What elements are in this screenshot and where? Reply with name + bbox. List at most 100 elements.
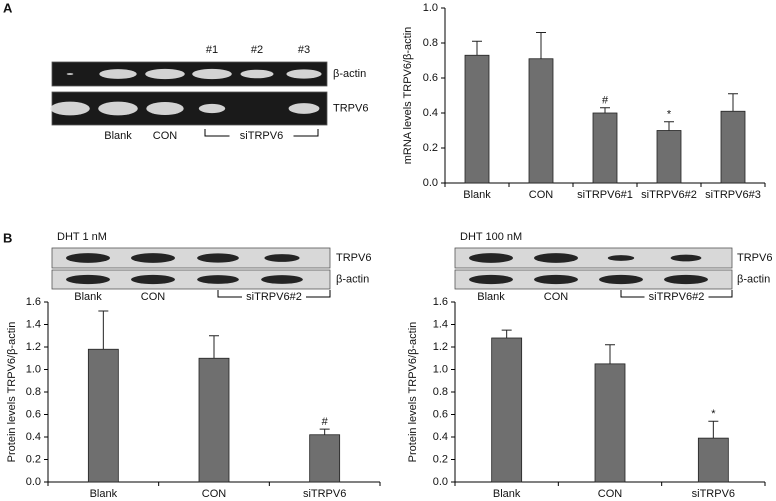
lane-number: #3: [298, 44, 310, 56]
group-label: siTRPV6: [240, 130, 283, 142]
annotation: #: [322, 416, 329, 428]
blot-band: [197, 275, 239, 284]
bar: [528, 58, 554, 184]
y-tick-label: 1.0: [423, 2, 438, 14]
y-tick-label: 0.6: [423, 72, 438, 84]
blot-band: [66, 253, 110, 263]
x-tick-label: siTRPV6#3: [705, 189, 761, 201]
blot-band: [664, 274, 708, 285]
blot-band: [131, 253, 175, 263]
blot-band: [670, 254, 702, 262]
y-tick-label: 0.2: [433, 453, 448, 465]
y-tick-label: 1.4: [433, 318, 448, 330]
error-bar: [605, 344, 615, 364]
y-axis-label: Protein levels TRPV6/β-actin: [6, 322, 18, 463]
y-tick-label: 1.0: [26, 363, 41, 375]
blot-band: [145, 68, 185, 80]
blot-band: [66, 274, 110, 285]
lane-number: #1: [206, 44, 218, 56]
group-label: siTRPV6#2: [649, 291, 705, 303]
lane-label: Blank: [104, 130, 132, 142]
y-tick-label: 0.0: [433, 476, 448, 488]
y-tick-label: 0.4: [26, 431, 41, 443]
y-tick-label: 1.6: [26, 296, 41, 308]
error-bar: [209, 335, 219, 359]
bar: [491, 337, 523, 483]
bar: [656, 130, 682, 184]
error-bar: [708, 420, 719, 439]
blot-strip: [454, 269, 733, 290]
blot-strip: [51, 91, 328, 126]
lane-label: Blank: [74, 291, 102, 303]
blot-band: [534, 253, 578, 263]
y-tick-label: 1.6: [433, 296, 448, 308]
group-bracket: [204, 129, 319, 137]
blot-row-label: TRPV6: [737, 252, 772, 264]
error-bar: [600, 107, 610, 113]
blot-band: [99, 69, 137, 79]
y-tick-label: 1.2: [433, 341, 448, 353]
blot-row-label: TRPV6: [333, 102, 368, 114]
blot-band: [146, 101, 184, 116]
bar: [592, 112, 618, 184]
bar: [464, 54, 490, 184]
error-bar: [664, 121, 674, 131]
lane-number: #2: [251, 44, 263, 56]
bar: [309, 434, 341, 483]
y-tick-label: 0.0: [26, 476, 41, 488]
blot-band: [50, 101, 90, 116]
y-axis-label: mRNA levels TRPV6/β-actin: [402, 27, 414, 165]
blot-band: [131, 274, 175, 285]
blot-row-label: β-actin: [336, 273, 369, 285]
x-tick-label: Blank: [493, 488, 521, 500]
y-tick-label: 1.0: [433, 363, 448, 375]
blot-band: [192, 68, 232, 80]
error-bar: [319, 428, 330, 435]
x-tick-label: Blank: [90, 488, 118, 500]
blot-band: [288, 103, 320, 114]
blot-band: [197, 253, 239, 263]
y-tick-label: 0.2: [26, 453, 41, 465]
y-tick-label: 0.2: [423, 142, 438, 154]
blot-title: DHT 100 nM: [460, 231, 522, 243]
x-tick-label: siTRPV6#1: [577, 189, 633, 201]
blot-band: [261, 275, 303, 284]
blot-strip: [454, 247, 733, 269]
group-label: siTRPV6#2: [246, 291, 302, 303]
blot-band: [469, 274, 513, 285]
x-tick-label: siTRPV6#2: [641, 189, 697, 201]
error-bar: [728, 93, 738, 112]
y-tick-label: 0.4: [433, 431, 448, 443]
error-bar: [98, 310, 109, 350]
y-tick-label: 1.2: [26, 341, 41, 353]
blot-band: [240, 69, 274, 79]
blot-band: [286, 69, 322, 79]
blot-row-label: β-actin: [333, 68, 366, 80]
bar: [87, 348, 119, 483]
blot-title: DHT 1 nM: [57, 231, 107, 243]
blot-strip: [51, 247, 331, 269]
error-bar: [536, 32, 546, 59]
y-tick-label: 0.4: [423, 107, 438, 119]
y-tick-label: 0.0: [423, 177, 438, 189]
y-tick-label: 1.4: [26, 318, 41, 330]
blot-strip: [51, 61, 328, 87]
blot-band: [607, 255, 635, 261]
blot-band: [599, 274, 643, 285]
blot-band: [66, 73, 74, 75]
annotation: #: [602, 95, 609, 107]
y-axis-label: Protein levels TRPV6/β-actin: [407, 322, 419, 463]
bar: [697, 437, 729, 483]
error-bar: [501, 329, 512, 338]
x-tick-label: Blank: [463, 189, 491, 201]
group-bracket: [217, 290, 331, 298]
annotation: *: [667, 109, 672, 121]
error-bar: [472, 40, 482, 56]
group-bracket: [620, 290, 733, 298]
y-tick-label: 0.8: [433, 386, 448, 398]
lane-label: CON: [141, 291, 166, 303]
x-tick-label: siTRPV6: [692, 488, 735, 500]
x-tick-label: CON: [529, 189, 554, 201]
